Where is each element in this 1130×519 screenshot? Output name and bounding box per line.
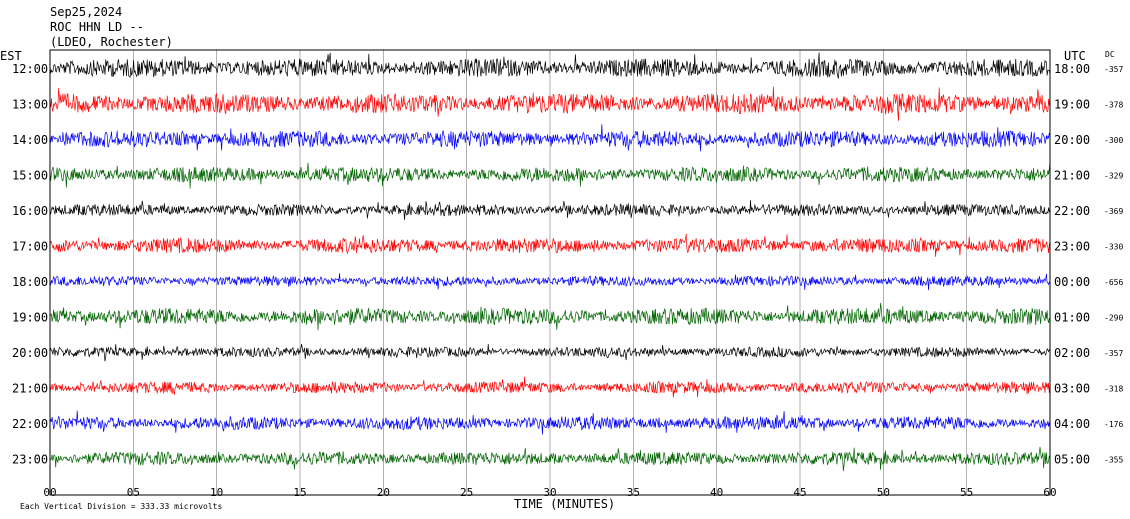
row-label-utc: 22:00 [1054, 204, 1090, 218]
right-timezone-label: UTC [1064, 49, 1086, 63]
row-label-est: 14:00 [12, 133, 48, 147]
trace-row-1200 [49, 52, 1051, 79]
dc-header-label: DC [1105, 50, 1115, 59]
row-label-est: 22:00 [12, 417, 48, 431]
trace-row-1600 [49, 200, 1051, 220]
row-dc-value: -369 [1104, 207, 1123, 216]
row-dc-value: -378 [1104, 101, 1123, 110]
row-label-est: 19:00 [12, 311, 48, 325]
row-label-est: 12:00 [12, 62, 48, 76]
trace-row-2300 [49, 447, 1051, 472]
trace-row-2100 [49, 376, 1051, 398]
header-station: ROC HHN LD -- [50, 20, 144, 34]
row-dc-value: -357 [1104, 349, 1123, 358]
row-label-est: 23:00 [12, 453, 48, 467]
row-label-est: 21:00 [12, 382, 48, 396]
trace-row-2200 [49, 410, 1051, 435]
row-label-utc: 04:00 [1054, 417, 1090, 431]
row-dc-value: -318 [1104, 385, 1123, 394]
row-dc-value: -330 [1104, 243, 1123, 252]
row-label-utc: 20:00 [1054, 133, 1090, 147]
trace-row-2000 [49, 343, 1051, 362]
x-tick-label: 50 [877, 486, 890, 499]
row-label-utc: 19:00 [1054, 98, 1090, 112]
left-timezone-label: EST [0, 49, 22, 63]
footer-scale-note: Each Vertical Division = 333.33 microvol… [20, 502, 222, 511]
trace-row-1700 [49, 233, 1051, 257]
row-label-utc: 18:00 [1054, 62, 1090, 76]
trace-row-1500 [49, 162, 1051, 189]
x-axis-title: TIME (MINUTES) [514, 497, 615, 511]
trace-row-1400 [49, 124, 1051, 152]
row-label-est: 15:00 [12, 169, 48, 183]
x-tick-label: 10 [210, 486, 223, 499]
x-tick-label: 40 [710, 486, 723, 499]
row-label-utc: 03:00 [1054, 382, 1090, 396]
grid-lines [49, 50, 1051, 495]
row-dc-value: -176 [1104, 420, 1123, 429]
row-dc-value: -329 [1104, 172, 1123, 181]
row-labels: 12:00 18:00 -357 13:00 19:00 -378 14:00 20:00 -3… [12, 62, 1123, 467]
row-label-utc: 02:00 [1054, 346, 1090, 360]
row-label-est: 16:00 [12, 204, 48, 218]
header-date: Sep25,2024 [50, 5, 122, 19]
x-tick-label: 55 [960, 486, 973, 499]
trace-row-1300 [49, 86, 1051, 121]
row-label-utc: 00:00 [1054, 275, 1090, 289]
row-label-est: 18:00 [12, 275, 48, 289]
row-label-utc: 23:00 [1054, 240, 1090, 254]
row-label-est: 13:00 [12, 98, 48, 112]
row-dc-value: -656 [1104, 278, 1123, 287]
seismic-traces [49, 52, 1051, 472]
row-label-est: 20:00 [12, 346, 48, 360]
trace-row-1900 [49, 302, 1051, 331]
header-network: (LDEO, Rochester) [50, 35, 173, 49]
trace-row-1800 [49, 273, 1051, 291]
x-tick-label: 25 [460, 486, 473, 499]
row-dc-value: -355 [1104, 456, 1123, 465]
row-dc-value: -357 [1104, 65, 1123, 74]
row-label-utc: 05:00 [1054, 453, 1090, 467]
x-tick-label: 05 [127, 486, 140, 499]
row-dc-value: -300 [1104, 136, 1123, 145]
row-dc-value: -290 [1104, 314, 1123, 323]
x-tick-label: 15 [293, 486, 306, 499]
x-tick-label: 45 [793, 486, 806, 499]
plot-frame [49, 49, 1051, 496]
x-tick-label: 20 [377, 486, 390, 499]
row-label-utc: 01:00 [1054, 311, 1090, 325]
x-tick-label: 30 [543, 486, 556, 499]
row-label-utc: 21:00 [1054, 169, 1090, 183]
x-axis-ticks: 00 05 10 15 20 25 30 35 40 45 50 55 60 [43, 486, 1056, 499]
x-tick-label: 35 [627, 486, 640, 499]
row-label-est: 17:00 [12, 240, 48, 254]
